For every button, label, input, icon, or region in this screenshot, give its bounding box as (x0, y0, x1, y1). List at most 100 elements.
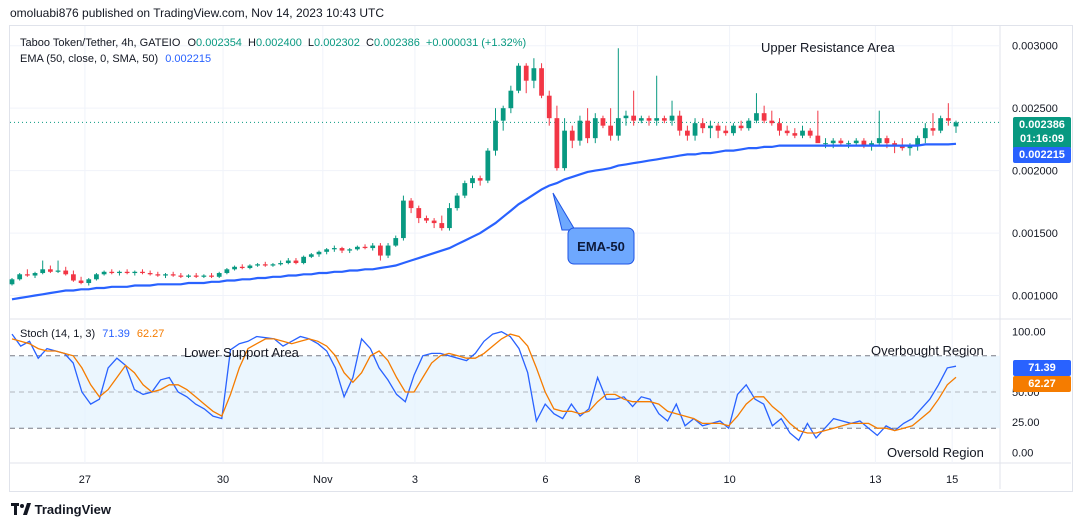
candle (416, 205, 422, 224)
candle-body (362, 246, 368, 249)
candle-body (308, 254, 314, 257)
candle-body (86, 279, 92, 284)
candle (669, 100, 675, 126)
candle-body (777, 123, 782, 131)
change-value: +0.000031 (+1.32%) (425, 37, 527, 49)
candle-body (247, 265, 253, 269)
price-tick-label: 0.001500 (1012, 228, 1058, 240)
candle (86, 278, 92, 286)
candle (55, 260, 61, 274)
candle-body (892, 143, 897, 146)
candle (899, 138, 905, 151)
candle-body (293, 260, 299, 264)
stoch-d-tag: 62.27 (1013, 376, 1071, 392)
candle (731, 123, 736, 136)
candle (439, 215, 445, 231)
candle (930, 113, 936, 136)
high-value: 0.002400 (255, 37, 302, 49)
time-tick-label: 10 (723, 474, 735, 486)
candle (562, 118, 567, 171)
candle (63, 266, 69, 276)
stoch-legend-label: Stoch (14, 1, 3) (20, 328, 96, 340)
candle (232, 265, 237, 271)
candle (516, 63, 521, 94)
stoch-tick-label: 0.00 (1012, 447, 1033, 459)
tradingview-brand[interactable]: TradingView (11, 502, 111, 518)
candle-body (155, 274, 161, 276)
stoch-tick-label: 25.00 (1012, 417, 1040, 429)
candle (738, 120, 744, 131)
candle-body (731, 125, 736, 134)
candle (815, 110, 821, 144)
ema-legend[interactable]: EMA (50, close, 0, SMA, 50) 0.002215 (20, 53, 211, 65)
candle (347, 248, 353, 254)
candle (178, 273, 184, 279)
candle (24, 269, 30, 277)
last-price-tag: 0.002386 01:16:09 (1013, 117, 1071, 149)
candle (754, 93, 759, 124)
candle-body (784, 130, 790, 134)
oversold-label: Oversold Region (887, 445, 984, 460)
candle (470, 175, 475, 189)
candle (408, 198, 414, 214)
candle (569, 125, 575, 149)
candle-body (55, 270, 61, 272)
candle-body (193, 275, 199, 277)
candle-body (385, 245, 391, 256)
candle (661, 115, 667, 124)
candle-body (631, 115, 637, 121)
candle (485, 148, 491, 184)
candle-body (769, 120, 775, 124)
candle-body (685, 130, 690, 136)
candle (201, 274, 207, 279)
candle (370, 243, 376, 251)
symbol-title[interactable]: Taboo Token/Tether, 4h, GATEIO (20, 37, 181, 49)
candle (922, 123, 928, 144)
candle-body (94, 274, 99, 280)
candle-body (117, 271, 122, 274)
candle-body (523, 65, 529, 81)
candle-body (17, 274, 23, 280)
candle-body (531, 68, 537, 81)
stoch-tick-label: 100.00 (1012, 327, 1046, 339)
candle-body (830, 140, 836, 144)
candle (692, 118, 698, 141)
candle-body (393, 238, 399, 246)
o-label: O (187, 37, 197, 49)
ema-price-tag: 0.002215 (1013, 147, 1071, 163)
candle-body (347, 249, 353, 251)
candle (454, 193, 460, 211)
last-price-value: 0.002386 (1019, 119, 1065, 131)
candle-body (408, 200, 414, 209)
candle (784, 125, 790, 136)
candle (339, 246, 345, 254)
candle (308, 253, 314, 259)
candle-body (569, 130, 575, 141)
candle-body (792, 133, 798, 136)
candle-body (40, 269, 46, 274)
candle (600, 115, 606, 129)
candle (677, 110, 683, 136)
candles (9, 48, 959, 286)
candle (531, 58, 537, 89)
stoch-k-tag: 71.39 (1013, 360, 1071, 376)
candle-body (661, 118, 667, 121)
axis-labels: 0.003000 0.002500 0.002000 0.001500 0.001000… (79, 41, 1058, 486)
candle (792, 128, 798, 139)
ema-legend-label: EMA (50, close, 0, SMA, 50) (20, 53, 159, 65)
candle (646, 115, 652, 126)
candle (577, 115, 583, 146)
candle (32, 271, 38, 279)
candle (493, 108, 498, 156)
candle-body (953, 122, 959, 127)
stoch-legend[interactable]: Stoch (14, 1, 3) 71.39 62.27 (20, 328, 164, 340)
candle-body (216, 273, 222, 277)
candle (362, 244, 368, 250)
tradingview-logo-icon (11, 503, 31, 518)
candle (163, 273, 168, 279)
candle (915, 135, 921, 151)
candle (209, 273, 214, 279)
candle-body (846, 143, 851, 145)
c-label: C (365, 37, 374, 49)
